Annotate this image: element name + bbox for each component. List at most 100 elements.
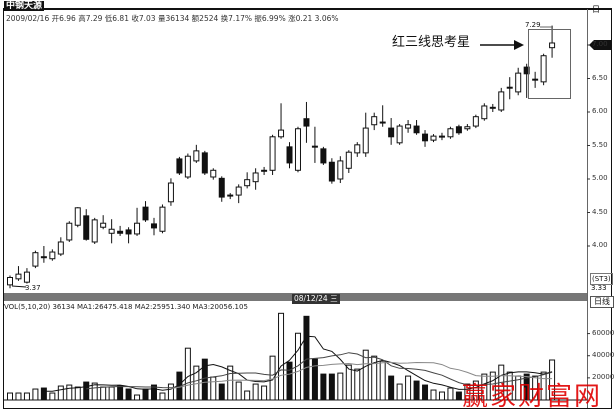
volume-bar xyxy=(235,381,242,401)
volume-bar xyxy=(150,384,157,401)
low-leader xyxy=(11,285,27,288)
volume-bar xyxy=(210,376,217,401)
volume-bar xyxy=(464,383,471,401)
candle-down xyxy=(523,66,530,75)
candle-up xyxy=(515,72,522,93)
candle-up xyxy=(108,228,115,234)
price-axis xyxy=(587,44,590,379)
candle-up xyxy=(362,127,369,154)
candle-up xyxy=(244,179,251,187)
pattern-annotation: 红三线思考星 xyxy=(392,35,471,50)
volume-ma-lines xyxy=(43,335,553,392)
candle-up xyxy=(278,129,285,138)
volume-bar xyxy=(549,359,556,401)
volume-bar xyxy=(396,383,403,401)
candle-up xyxy=(134,222,141,235)
volume-bar xyxy=(320,373,327,401)
volume-bar xyxy=(159,392,166,401)
volume-bar xyxy=(523,373,530,401)
price-tick-label: 4.50 xyxy=(592,207,608,216)
candle-down xyxy=(455,126,462,134)
candle-up xyxy=(261,169,268,172)
stock-name: 中钢天源 xyxy=(4,1,45,11)
volume-bar xyxy=(354,368,361,401)
candle-up xyxy=(100,222,107,228)
volume-bar xyxy=(430,389,437,401)
candle-up xyxy=(252,172,259,183)
volume-bar xyxy=(91,382,98,401)
candle-down xyxy=(117,230,124,234)
volume-bar xyxy=(311,358,318,401)
candle-down xyxy=(303,118,310,127)
volume-ma10-line xyxy=(86,352,553,390)
current-price-marker-icon xyxy=(589,40,612,50)
volume-bar xyxy=(489,371,496,401)
candle-up xyxy=(159,206,166,232)
volume-bar xyxy=(117,385,124,401)
candle-down xyxy=(328,161,335,182)
st-value: 3.33 xyxy=(591,284,607,292)
volume-ma20-line xyxy=(170,361,553,389)
candle-up xyxy=(506,86,513,89)
candle-down xyxy=(40,256,47,259)
candle-up xyxy=(66,222,73,241)
candle-up xyxy=(472,116,479,127)
price-tick-label: 7.00 xyxy=(592,40,608,48)
candle-up xyxy=(91,219,98,243)
volume-bar xyxy=(413,380,420,401)
candle-down xyxy=(83,215,90,240)
volume-bar xyxy=(388,375,395,401)
volume-bar xyxy=(405,375,412,401)
candle-down xyxy=(286,146,293,164)
cursor-date-label: 08/12/24 三 xyxy=(292,294,340,304)
volume-bar xyxy=(40,387,47,401)
volume-bar xyxy=(244,390,251,401)
volume-series xyxy=(7,312,556,401)
volume-bar xyxy=(345,364,352,401)
candle-up xyxy=(74,207,81,226)
candle-up xyxy=(540,55,547,83)
volume-bar xyxy=(57,385,64,401)
volume-bar xyxy=(167,383,174,401)
candle-up xyxy=(337,160,344,180)
candle-up xyxy=(184,155,191,178)
volume-bar xyxy=(49,392,56,401)
volume-bar xyxy=(379,360,386,401)
period-icon[interactable]: 日 xyxy=(592,5,600,14)
candle-up xyxy=(405,124,412,129)
volume-bar xyxy=(261,385,268,401)
volume-bar xyxy=(532,375,539,401)
volume-bar xyxy=(472,380,479,401)
candle-down xyxy=(320,148,327,164)
candle-up xyxy=(7,276,13,286)
candle-up xyxy=(354,144,361,154)
candle-up xyxy=(498,91,505,111)
volume-bar xyxy=(23,392,30,401)
volume-bar xyxy=(286,361,293,401)
volume-bar xyxy=(438,391,445,401)
volume-bar xyxy=(227,365,234,401)
candle-down xyxy=(422,133,429,142)
candle-up xyxy=(430,135,437,141)
candle-up xyxy=(396,125,403,144)
candle-up xyxy=(49,251,56,260)
candle-up xyxy=(489,106,496,109)
volume-bar xyxy=(278,312,285,401)
volume-bar xyxy=(74,386,81,401)
candle-down xyxy=(388,127,395,138)
candle-up xyxy=(464,126,471,130)
volume-bar xyxy=(7,392,13,401)
volume-bar xyxy=(481,373,488,401)
volume-bar xyxy=(218,383,225,401)
candle-up xyxy=(269,136,276,171)
st-label: (ST3) xyxy=(590,273,613,285)
price-tick-label: 5.50 xyxy=(592,140,608,149)
volume-bar xyxy=(15,392,22,401)
candle-up xyxy=(210,169,217,178)
volume-bar xyxy=(108,386,115,401)
candle-up xyxy=(438,135,445,138)
daily-period-button[interactable]: 日线 xyxy=(590,296,614,308)
candle-down xyxy=(413,125,420,134)
candle-down xyxy=(142,206,149,221)
